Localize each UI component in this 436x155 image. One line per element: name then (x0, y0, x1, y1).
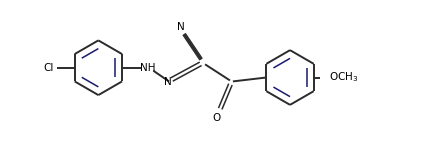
Text: Cl: Cl (44, 63, 54, 73)
Text: N: N (177, 22, 184, 32)
Text: OCH$_3$: OCH$_3$ (329, 71, 359, 84)
Text: N: N (164, 77, 172, 87)
Text: NH: NH (140, 63, 155, 73)
Text: O: O (213, 113, 221, 123)
